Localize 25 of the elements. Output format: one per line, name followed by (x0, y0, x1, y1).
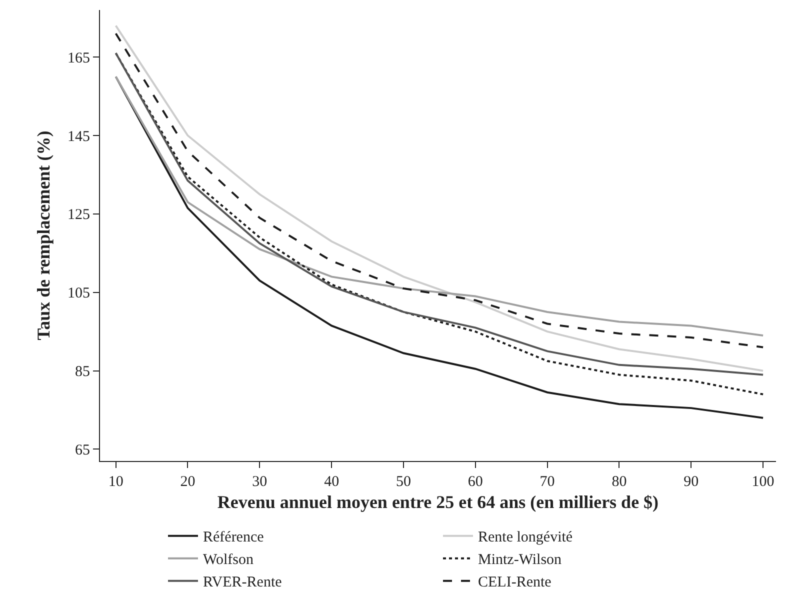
legend-label: RVER-Rente (203, 574, 282, 591)
y-tick-label: 85 (75, 364, 90, 380)
x-tick-label: 70 (540, 474, 555, 490)
y-tick-label: 65 (75, 442, 90, 458)
x-tick-label: 90 (684, 474, 699, 490)
y-tick-label: 145 (68, 128, 90, 145)
x-tick-label: 10 (108, 474, 124, 490)
x-tick-label: 30 (252, 474, 268, 490)
x-tick-label: 80 (612, 474, 627, 490)
legend-label: Wolfson (203, 552, 254, 568)
legend-label: Référence (203, 530, 264, 546)
y-tick-label: 165 (68, 50, 90, 66)
x-tick-label: 20 (180, 474, 196, 490)
legend-label: Rente longévité (478, 530, 573, 546)
legend-label: Mintz-Wilson (478, 552, 562, 568)
x-tick-label: 60 (468, 474, 483, 490)
x-tick-label: 40 (324, 474, 340, 490)
x-tick-label: 100 (752, 474, 774, 490)
y-axis-title: Taux de remplacement (%) (34, 130, 54, 340)
line-series (114, 76, 764, 336)
y-tick-label: 105 (68, 286, 90, 302)
legend-label: CELI-Rente (478, 574, 552, 591)
y-tick-label: 125 (68, 207, 90, 224)
x-tick-label: 50 (396, 474, 411, 490)
x-axis-title: Revenu annuel moyen entre 25 et 64 ans (en milliers de $) (217, 492, 659, 512)
